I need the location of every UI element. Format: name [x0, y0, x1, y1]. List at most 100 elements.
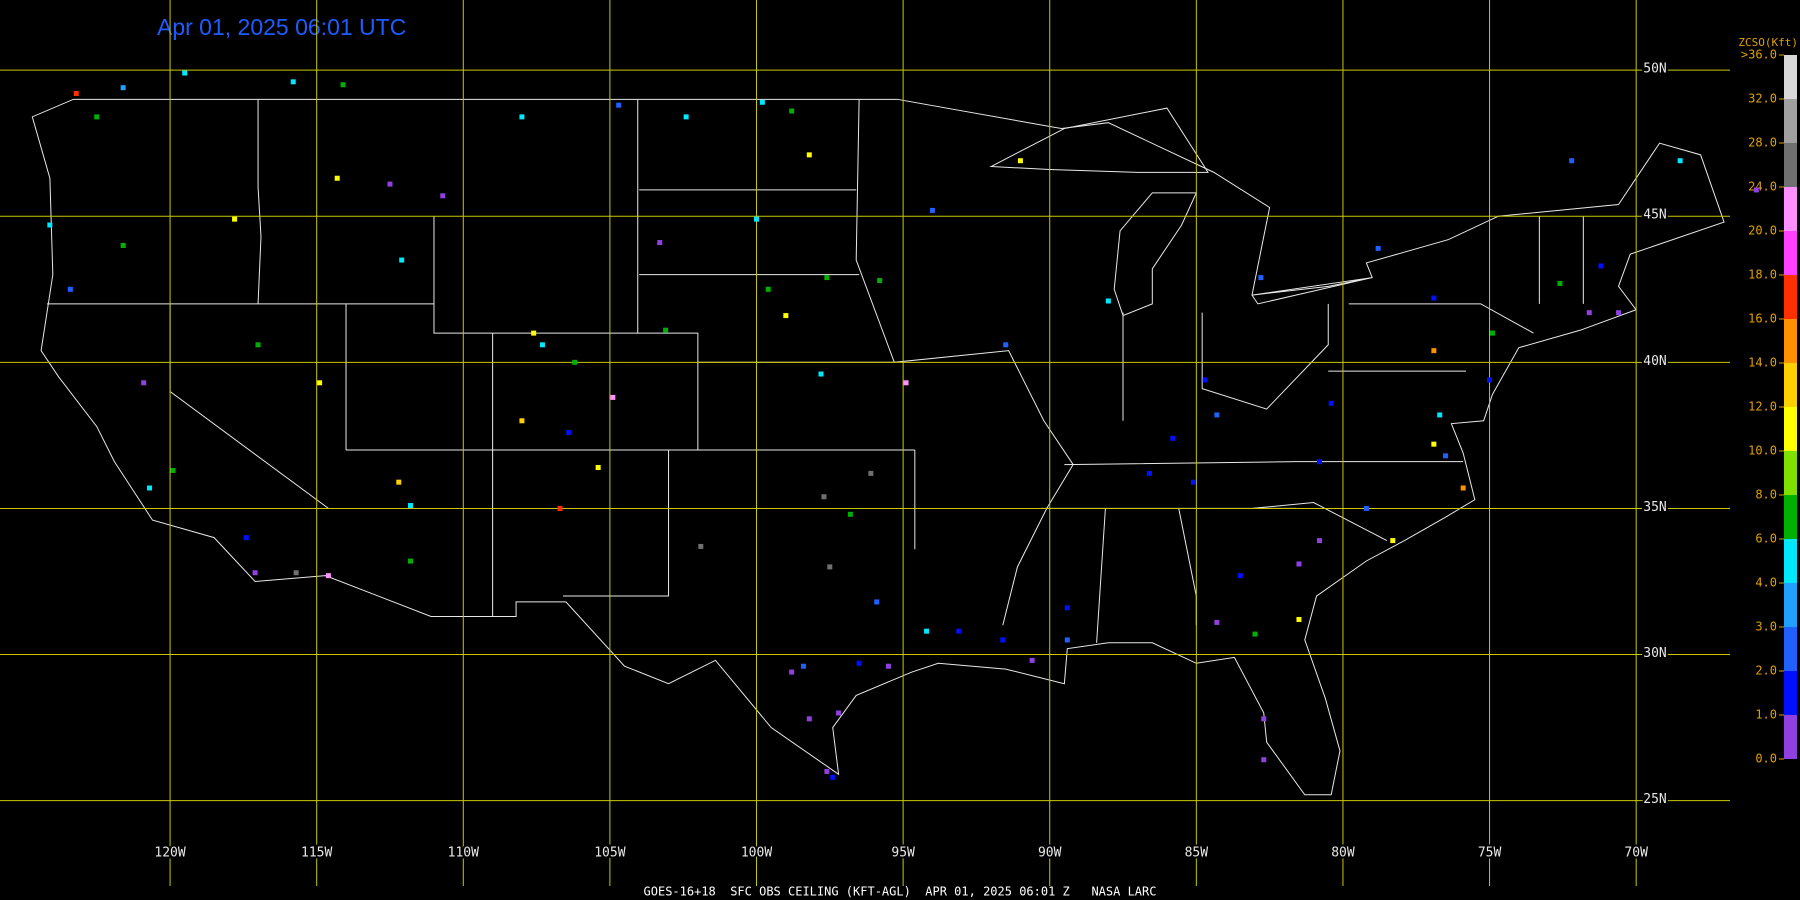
station-observation — [1598, 263, 1604, 269]
station-observation — [1557, 280, 1563, 286]
station-observation — [440, 193, 446, 199]
station-observation — [847, 511, 853, 517]
longitude-label: 70W — [1624, 846, 1648, 861]
colorbar-segment — [1784, 451, 1797, 495]
latitude-label: 40N — [1643, 354, 1666, 369]
colorbar-label: 20.0 — [1748, 224, 1777, 238]
station-observation — [539, 342, 545, 348]
station-observation — [1677, 158, 1683, 164]
longitude-label: 110W — [448, 846, 479, 861]
station-observation — [1296, 561, 1302, 567]
station-observation — [903, 380, 909, 386]
station-observation — [1146, 470, 1152, 476]
station-observation — [408, 503, 414, 509]
station-observation — [754, 216, 760, 222]
station-observation — [821, 494, 827, 500]
station-observation — [340, 82, 346, 88]
colorbar-segment — [1784, 99, 1797, 143]
station-observation — [698, 543, 704, 549]
stations — [47, 70, 1759, 780]
station-observation — [1390, 538, 1396, 544]
station-observation — [1431, 295, 1437, 301]
station-observation — [610, 394, 616, 400]
station-observation — [73, 91, 79, 97]
footer: GOES-16+18 SFC OBS CEILING (KFT-AGL) APR… — [644, 885, 1157, 899]
longitude-label: 115W — [301, 846, 332, 861]
station-observation — [1328, 400, 1334, 406]
colorbar-segment — [1784, 363, 1797, 407]
station-observation — [325, 573, 331, 579]
station-observation — [290, 79, 296, 85]
station-observation — [1316, 459, 1322, 465]
station-observation — [317, 380, 323, 386]
colorbar-label: >36.0 — [1741, 48, 1777, 62]
station-observation — [1443, 453, 1449, 459]
colorbar-label: 3.0 — [1755, 620, 1777, 634]
colorbar-label: 10.0 — [1748, 444, 1777, 458]
colorbar-segment — [1784, 627, 1797, 671]
latitude-label: 35N — [1643, 500, 1666, 515]
colorbar-label: 4.0 — [1755, 576, 1777, 590]
station-observation — [827, 564, 833, 570]
station-observation — [1363, 505, 1369, 511]
longitude-label: 90W — [1038, 846, 1062, 861]
colorbar-label: 2.0 — [1755, 664, 1777, 678]
colorbar-segment — [1784, 231, 1797, 275]
station-observation — [67, 286, 73, 292]
station-observation — [147, 485, 153, 491]
colorbar-label: 12.0 — [1748, 400, 1777, 414]
station-observation — [885, 663, 891, 669]
station-observation — [1029, 657, 1035, 663]
station-observation — [1237, 573, 1243, 579]
station-observation — [566, 429, 572, 435]
station-observation — [232, 216, 238, 222]
station-observation — [519, 418, 525, 424]
station-observation — [789, 108, 795, 114]
station-observation — [1375, 245, 1381, 251]
longitude-label: 120W — [154, 846, 185, 861]
station-observation — [141, 380, 147, 386]
station-observation — [806, 152, 812, 158]
longitude-label: 85W — [1185, 846, 1209, 861]
station-observation — [170, 467, 176, 473]
station-observation — [1616, 310, 1622, 316]
station-observation — [1214, 412, 1220, 418]
colorbar-label: 28.0 — [1748, 136, 1777, 150]
station-observation — [334, 175, 340, 181]
colorbar-label: 14.0 — [1748, 356, 1777, 370]
station-observation — [1261, 716, 1267, 722]
station-observation — [924, 628, 930, 634]
station-observation — [396, 479, 402, 485]
colorbar-label: 1.0 — [1755, 708, 1777, 722]
station-observation — [765, 286, 771, 292]
station-observation — [874, 599, 880, 605]
station-observation — [387, 181, 393, 187]
station-observation — [789, 669, 795, 675]
station-observation — [1214, 619, 1220, 625]
station-observation — [1431, 348, 1437, 354]
station-observation — [572, 359, 578, 365]
station-observation — [1437, 412, 1443, 418]
longitude-label: 95W — [891, 846, 915, 861]
colorbar-label: 8.0 — [1755, 488, 1777, 502]
station-observation — [47, 222, 53, 228]
station-observation — [1064, 637, 1070, 643]
station-observation — [1753, 187, 1759, 193]
station-observation — [856, 660, 862, 666]
station-observation — [830, 774, 836, 780]
station-observation — [120, 85, 126, 91]
station-observation — [1170, 435, 1176, 441]
station-observation — [94, 114, 100, 120]
longitude-label: 80W — [1331, 846, 1355, 861]
map-title: Apr 01, 2025 06:01 UTC — [157, 14, 406, 40]
colorbar-label: 18.0 — [1748, 268, 1777, 282]
station-observation — [1202, 377, 1208, 383]
colorbar-label: 32.0 — [1748, 92, 1777, 106]
station-observation — [806, 716, 812, 722]
station-observation — [293, 570, 299, 576]
station-observation — [836, 710, 842, 716]
station-observation — [1489, 330, 1495, 336]
colorbar-label: 6.0 — [1755, 532, 1777, 546]
station-observation — [182, 70, 188, 76]
station-observation — [1105, 298, 1111, 304]
